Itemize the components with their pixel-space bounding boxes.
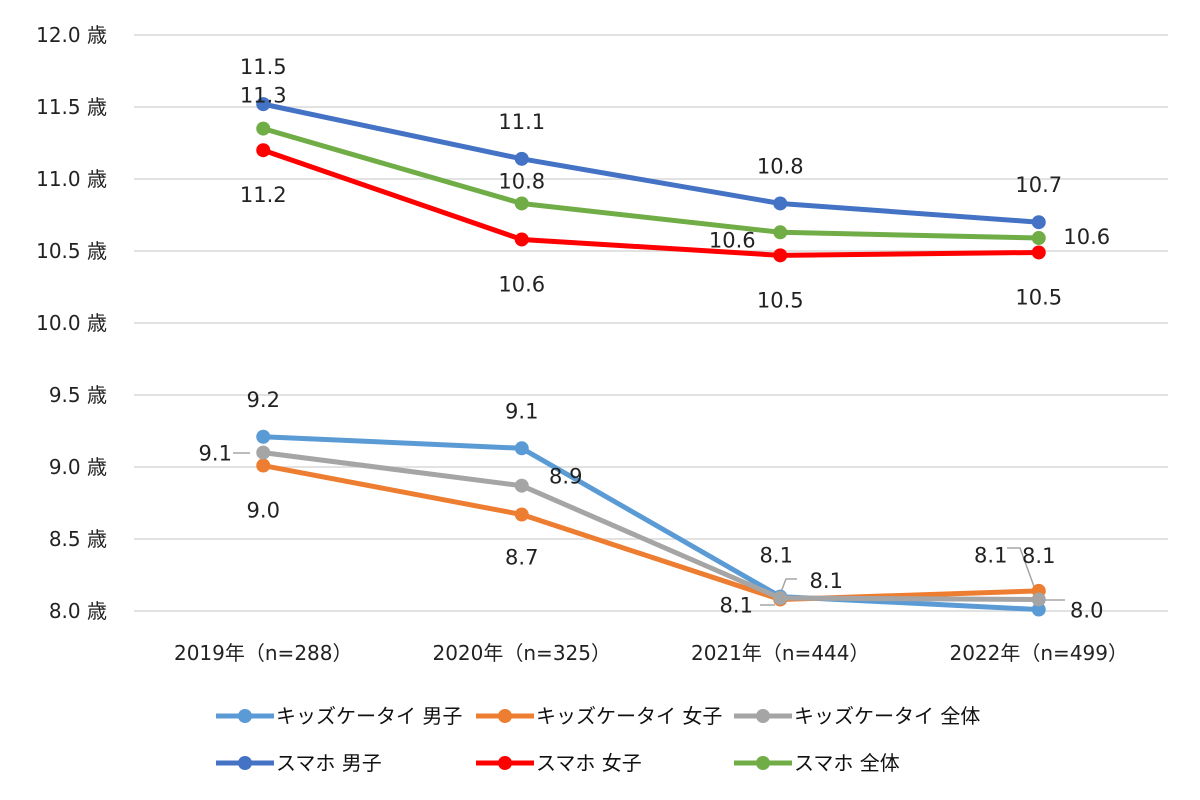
- legend-label: キッズケータイ 男子: [276, 704, 462, 728]
- legend-item: キッズケータイ 女子: [476, 704, 722, 728]
- data-label: 10.6: [498, 272, 545, 296]
- data-point: [256, 429, 271, 444]
- data-label: 8.0: [1070, 599, 1103, 623]
- data-point: [514, 478, 529, 493]
- series-line: [262, 147, 1039, 258]
- y-axis-ticks: 8.0 歳 8.5 歳 9.0 歳 9.5 歳 10.0 歳 10.5 歳 11.0 歳 11…: [36, 23, 107, 623]
- data-label: 10.5: [757, 288, 804, 312]
- series-line: [262, 101, 1039, 225]
- legend-marker-icon: [238, 709, 252, 723]
- y-tick-label: 11.5 歳: [36, 95, 107, 119]
- data-label: 10.7: [1015, 173, 1062, 197]
- data-point: [773, 225, 788, 240]
- data-label: 8.1: [974, 543, 1007, 567]
- legend-label: キッズケータイ 女子: [536, 704, 722, 728]
- data-label: 8.1: [1022, 544, 1055, 568]
- data-point: [773, 248, 788, 263]
- legend-marker-icon: [498, 756, 512, 770]
- data-point: [1031, 245, 1046, 260]
- data-label: 10.5: [1015, 285, 1062, 309]
- data-point: [256, 97, 271, 112]
- data-label: 11.1: [498, 110, 545, 134]
- data-point: [1031, 231, 1046, 246]
- data-label: 9.2: [247, 388, 280, 412]
- data-point: [256, 121, 271, 136]
- data-label: 9.1: [199, 442, 232, 466]
- y-tick-label: 9.5 歳: [49, 383, 107, 407]
- legend-marker-icon: [756, 709, 770, 723]
- data-point: [1031, 592, 1046, 607]
- legend-label: キッズケータイ 全体: [794, 704, 980, 728]
- x-tick-label: 2019年（n=288）: [174, 641, 353, 665]
- data-label: 11.3: [240, 84, 287, 108]
- legend-marker-icon: [498, 709, 512, 723]
- data-point: [1031, 215, 1046, 230]
- data-label: 9.0: [247, 499, 280, 523]
- leader-line: [1007, 547, 1037, 593]
- legend-label: スマホ 全体: [794, 751, 900, 775]
- data-point: [1031, 602, 1046, 617]
- y-tick-label: 8.5 歳: [49, 527, 107, 551]
- series-line: [263, 434, 1039, 613]
- series-lines: [256, 97, 1046, 617]
- data-point: [514, 441, 529, 456]
- y-tick-label: 8.0 歳: [49, 599, 107, 623]
- x-tick-label: 2022年（n=499）: [949, 641, 1128, 665]
- data-label: 9.1: [505, 399, 538, 423]
- gridlines: [134, 34, 1168, 612]
- data-point: [773, 591, 788, 606]
- y-tick-label: 12.0 歳: [36, 23, 107, 47]
- legend-marker-icon: [238, 756, 252, 770]
- series-line: [262, 126, 1039, 241]
- data-label: 8.7: [505, 546, 538, 570]
- data-label: 10.8: [757, 154, 804, 178]
- data-label: 8.1: [760, 544, 793, 568]
- legend-marker-icon: [756, 756, 770, 770]
- data-label: 10.8: [498, 169, 545, 193]
- series-line: [262, 450, 1039, 602]
- data-point: [256, 458, 271, 473]
- y-tick-label: 10.0 歳: [36, 311, 107, 335]
- y-tick-label: 9.0 歳: [49, 455, 107, 479]
- data-point: [256, 445, 271, 460]
- data-point: [514, 232, 529, 247]
- label-leader-lines: [233, 452, 1065, 606]
- data-label: 8.9: [549, 465, 582, 489]
- data-point: [256, 143, 271, 158]
- data-label: 11.5: [240, 55, 287, 79]
- legend-label: スマホ 男子: [276, 751, 382, 775]
- data-point: [514, 151, 529, 166]
- series-line: [262, 463, 1039, 602]
- legend-label: スマホ 女子: [536, 751, 642, 775]
- x-tick-label: 2021年（n=444）: [691, 641, 870, 665]
- data-label: 10.6: [1063, 225, 1110, 249]
- data-label: 8.1: [720, 593, 753, 617]
- x-axis-ticks: 2019年（n=288） 2020年（n=325） 2021年（n=444） 2022…: [174, 641, 1128, 665]
- legend-item: キッズケータイ 男子: [216, 704, 462, 728]
- y-tick-label: 11.0 歳: [36, 167, 107, 191]
- data-label: 8.1: [810, 569, 843, 593]
- leader-line: [780, 578, 797, 593]
- legend-item: スマホ 女子: [476, 751, 642, 775]
- legend-item: スマホ 全体: [734, 751, 900, 775]
- data-point: [514, 507, 529, 522]
- x-tick-label: 2020年（n=325）: [432, 641, 611, 665]
- data-labels: 9.2 9.1 8.1 8.0 9.0 8.7 8.1 8.1 9.1 8.9 8.1 8.1 11.5…: [199, 55, 1111, 622]
- data-label: 10.6: [709, 228, 756, 252]
- data-label: 11.2: [240, 183, 287, 207]
- legend-item: スマホ 男子: [216, 751, 382, 775]
- data-point: [773, 196, 788, 211]
- y-tick-label: 10.5 歳: [36, 239, 107, 263]
- legend-item: キッズケータイ 全体: [734, 704, 980, 728]
- data-point: [514, 196, 529, 211]
